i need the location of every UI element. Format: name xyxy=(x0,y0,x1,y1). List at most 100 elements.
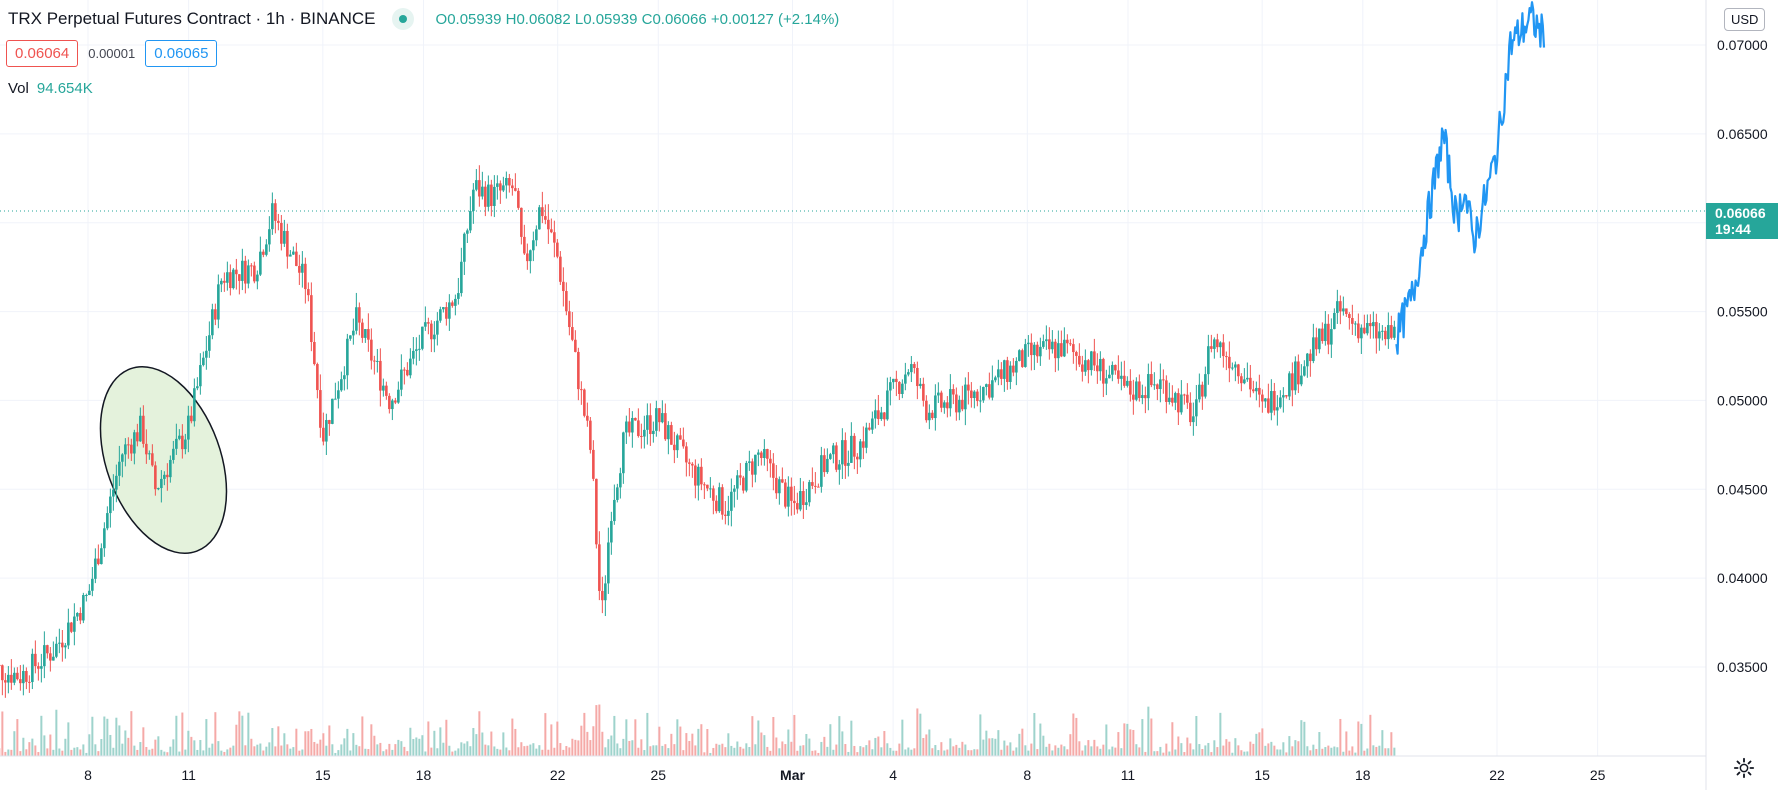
candle xyxy=(718,482,721,513)
volume-bar xyxy=(811,750,814,756)
volume-bar xyxy=(376,744,379,756)
candle xyxy=(61,629,64,662)
price-axis[interactable]: 0.070000.065000.060000.055000.050000.045… xyxy=(1717,37,1768,675)
candle xyxy=(805,488,808,510)
candle xyxy=(1153,372,1156,390)
candle xyxy=(1084,349,1087,376)
candle xyxy=(352,318,355,345)
candle xyxy=(1111,361,1114,382)
candle xyxy=(34,640,37,674)
volume-bar xyxy=(937,750,940,756)
candle xyxy=(463,232,466,275)
candle xyxy=(922,377,925,407)
candle xyxy=(808,479,811,507)
volume-bar xyxy=(1357,721,1360,756)
volume-bar xyxy=(451,751,454,756)
volume-bar xyxy=(352,733,355,756)
candle xyxy=(406,362,409,377)
candle xyxy=(181,424,184,459)
candle xyxy=(256,270,259,290)
volume-bar xyxy=(823,736,826,756)
volume-bar xyxy=(1159,746,1162,756)
volume-bar xyxy=(118,725,121,756)
candle xyxy=(634,417,637,421)
candle xyxy=(673,431,676,464)
volume-bar xyxy=(1090,746,1093,756)
candle xyxy=(769,450,772,478)
candle xyxy=(502,176,505,193)
volume-bar xyxy=(1018,733,1021,756)
candle xyxy=(1216,333,1219,353)
gear-icon[interactable] xyxy=(1733,757,1755,779)
volume-bar xyxy=(1270,741,1273,756)
volume-bar xyxy=(1282,742,1285,756)
candle xyxy=(799,477,802,512)
symbol-title[interactable]: TRX Perpetual Futures Contract · 1h · BI… xyxy=(8,9,376,28)
volume-bar xyxy=(148,749,151,756)
volume-bar xyxy=(910,749,913,756)
currency-button[interactable]: USD xyxy=(1724,8,1766,31)
volume-bar xyxy=(472,727,475,756)
volume-bar xyxy=(1024,745,1027,756)
candle xyxy=(184,433,187,455)
candle xyxy=(1228,341,1231,383)
candle xyxy=(577,347,580,401)
candle xyxy=(448,294,451,331)
candle xyxy=(511,178,514,196)
candle xyxy=(856,453,859,474)
candle xyxy=(259,236,262,277)
candle xyxy=(1144,386,1147,414)
candle xyxy=(610,511,613,555)
candle xyxy=(136,423,139,447)
candle xyxy=(292,246,295,256)
volume-bar xyxy=(985,730,988,756)
candle xyxy=(277,213,280,231)
candle xyxy=(226,261,229,291)
time-axis[interactable]: 8 11 15 18 22 25 Mar 4 8 11 15 18 22 25 xyxy=(84,767,1606,783)
volume-bar xyxy=(277,726,280,756)
price-tick-label: 0.07000 xyxy=(1717,37,1768,53)
sell-price-button[interactable]: 0.06064 xyxy=(6,40,79,67)
volume-bar xyxy=(745,743,748,756)
ellipse-annotation[interactable] xyxy=(77,349,250,570)
candle xyxy=(457,277,460,305)
candle xyxy=(1138,374,1141,402)
volume-bar xyxy=(238,711,241,756)
volume-bar xyxy=(733,747,736,756)
volume-bar xyxy=(757,720,760,756)
volume-bar xyxy=(979,714,982,756)
volume-bar xyxy=(769,750,772,756)
candle xyxy=(487,175,490,212)
candle xyxy=(580,381,583,405)
candle xyxy=(739,463,742,486)
volume-bar xyxy=(991,738,994,756)
volume-bar xyxy=(1063,746,1066,756)
candle xyxy=(361,318,364,343)
candle xyxy=(1252,380,1255,394)
candle xyxy=(451,300,454,308)
candle xyxy=(1024,338,1027,368)
volume-legend[interactable]: Vol 94.654K xyxy=(8,80,93,97)
candle xyxy=(1288,371,1291,401)
volume-bar xyxy=(1240,750,1243,756)
buy-price-button[interactable]: 0.06065 xyxy=(145,40,218,67)
volume-bar xyxy=(670,733,673,756)
volume-bar xyxy=(556,721,559,756)
candle xyxy=(901,379,904,399)
volume-bar xyxy=(1219,712,1222,756)
high-label: H xyxy=(505,10,517,28)
volume-bar xyxy=(1027,750,1030,756)
volume-bar xyxy=(94,744,97,756)
candle xyxy=(250,263,253,277)
candle xyxy=(466,228,469,244)
volume-bar xyxy=(691,733,694,756)
candle xyxy=(1276,395,1279,426)
volume-bar xyxy=(1390,732,1393,756)
candle xyxy=(304,257,307,304)
volume-bar xyxy=(709,752,712,756)
candle xyxy=(382,378,385,397)
candle xyxy=(1372,311,1375,339)
candle xyxy=(892,378,895,389)
candle xyxy=(1090,350,1093,376)
